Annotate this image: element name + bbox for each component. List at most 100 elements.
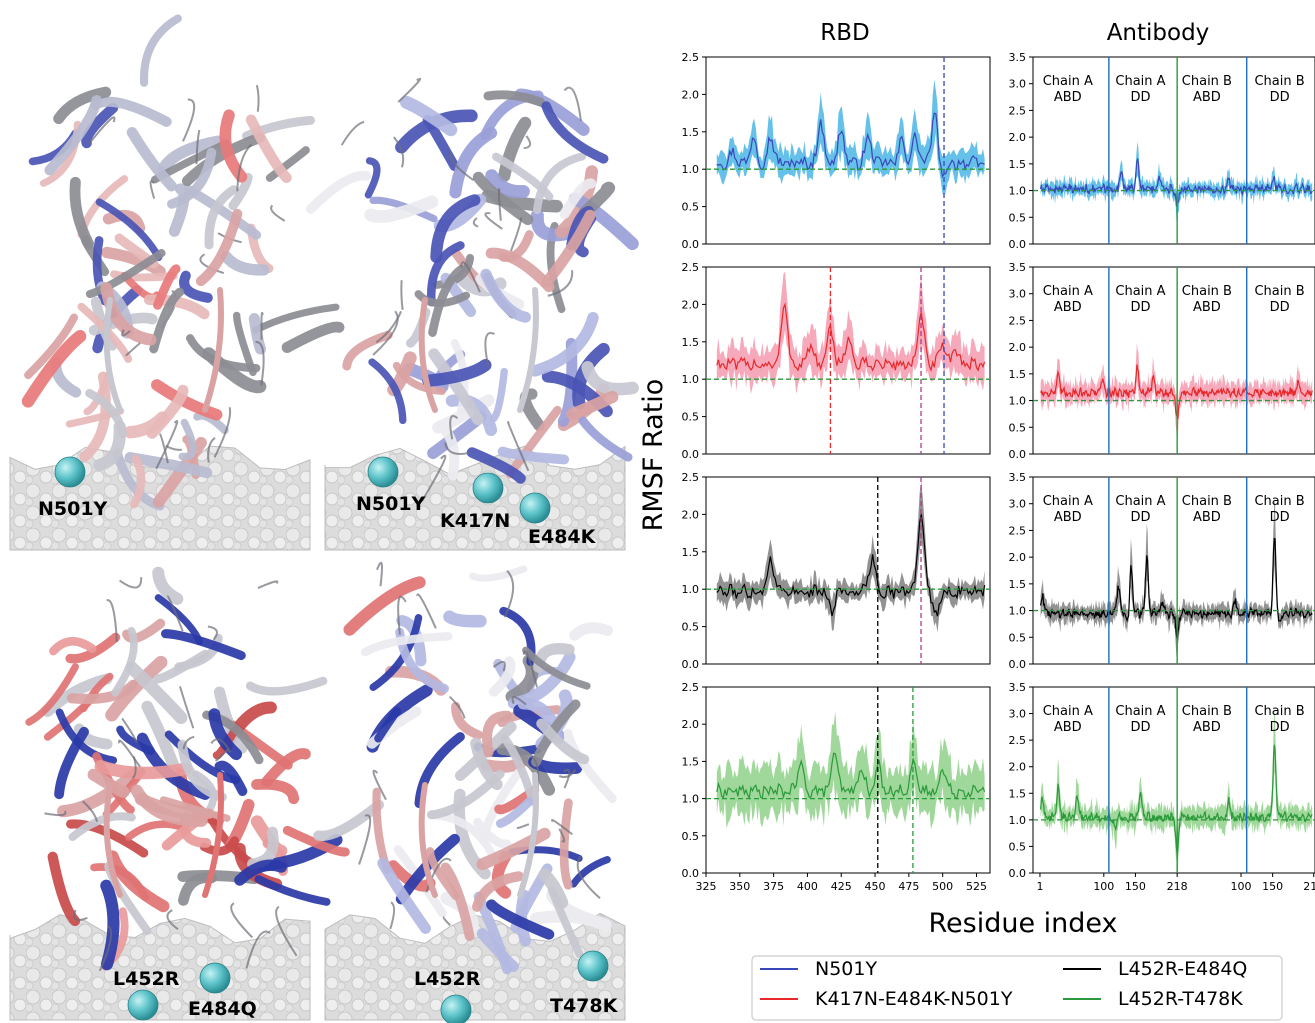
ribbon-coil bbox=[82, 800, 99, 823]
y-tick-label: 2.0 bbox=[682, 298, 700, 311]
y-tick-label: 2.5 bbox=[1009, 104, 1027, 117]
ribbon-strand bbox=[219, 109, 248, 183]
ribbon-strand bbox=[369, 196, 438, 223]
y-tick-label: 0.5 bbox=[682, 621, 700, 634]
ribbon-strand bbox=[428, 348, 484, 426]
y-tick-label: 1.0 bbox=[1009, 395, 1027, 408]
chain-label: ABD bbox=[1054, 300, 1082, 315]
ribbon-strand bbox=[53, 86, 112, 125]
chain-label: Chain A bbox=[1115, 494, 1165, 509]
ribbon-coil bbox=[98, 925, 113, 972]
chain-label: Chain B bbox=[1182, 704, 1232, 719]
ribbon-coil bbox=[118, 739, 144, 773]
ribbon-coil bbox=[207, 436, 216, 463]
linker-loop bbox=[517, 287, 539, 413]
chain-label: ABD bbox=[1193, 90, 1221, 105]
ribbon-strand bbox=[254, 875, 331, 906]
ribbon-strand bbox=[100, 282, 157, 346]
chain-label: DD bbox=[1270, 300, 1290, 315]
ribbon-strand bbox=[282, 825, 350, 857]
mutation-label: N501Y bbox=[38, 498, 108, 520]
mutation-label: L452R bbox=[414, 968, 481, 990]
ribbon-coil bbox=[522, 650, 538, 688]
ribbon-strand bbox=[569, 622, 613, 641]
y-tick-label: 2.5 bbox=[682, 51, 700, 64]
rmsf-charts: 0.00.51.01.52.02.50.00.51.01.52.02.50.00… bbox=[682, 51, 1315, 893]
y-tick-label: 2.0 bbox=[682, 88, 700, 101]
ribbon-strand bbox=[426, 769, 505, 820]
ribbon-strand bbox=[519, 388, 545, 431]
y-tick-label: 0.0 bbox=[682, 448, 700, 461]
ribbon-coil bbox=[509, 217, 523, 252]
ribbon-strand bbox=[146, 384, 189, 439]
ribbon-strand bbox=[414, 732, 465, 809]
ribbon-strand bbox=[69, 176, 95, 250]
x-tick-label: 450 bbox=[865, 880, 886, 893]
chain-label: Chain A bbox=[1115, 284, 1165, 299]
ribbon-coil bbox=[270, 204, 286, 222]
y-tick-label: 1.5 bbox=[682, 546, 700, 559]
mutation-site-sphere bbox=[440, 994, 472, 1023]
ribbon-coil bbox=[88, 116, 116, 145]
ribbon-strand bbox=[559, 178, 597, 220]
mutation-site-sphere bbox=[199, 962, 231, 994]
mutation-site-sphere bbox=[54, 456, 86, 488]
chain-label: ABD bbox=[1193, 300, 1221, 315]
ribbon-strand bbox=[435, 421, 460, 481]
legend-entry: L452R-E484Q bbox=[1118, 958, 1247, 980]
plot-frame bbox=[705, 686, 991, 874]
linker-loop bbox=[517, 772, 539, 898]
ribbon-strand bbox=[66, 819, 149, 858]
y-tick-label: 0.5 bbox=[1009, 631, 1027, 644]
ribbon-strand bbox=[305, 170, 372, 214]
ribbon-coil bbox=[393, 136, 405, 168]
chain-label: DD bbox=[1130, 300, 1150, 315]
ribbon-coil bbox=[576, 855, 601, 900]
legend-entry: L452R-T478K bbox=[1118, 988, 1243, 1010]
ribbon-strand bbox=[400, 95, 458, 137]
y-tick-label: 2.5 bbox=[682, 261, 700, 274]
error-band bbox=[716, 711, 985, 830]
series-line bbox=[716, 752, 986, 800]
mutation-label: T478K bbox=[550, 995, 619, 1017]
ribbon-strand bbox=[126, 127, 177, 192]
plot-frame bbox=[1032, 476, 1315, 665]
ribbon-coil bbox=[210, 738, 232, 753]
ribbon-strand bbox=[85, 388, 127, 438]
ribbon-strand bbox=[522, 646, 591, 690]
ribbon-strand bbox=[313, 799, 385, 842]
ribbon-strand bbox=[25, 663, 79, 726]
series-line bbox=[1040, 364, 1313, 420]
y-tick-label: 1.5 bbox=[1009, 368, 1027, 381]
y-tick-label: 0.0 bbox=[1009, 658, 1027, 671]
ribbon-strand bbox=[473, 817, 512, 849]
x-tick-label: 100 bbox=[1231, 880, 1252, 893]
legend-box bbox=[751, 955, 1283, 1021]
ribbon-strand bbox=[178, 418, 197, 461]
x-tick-label: 350 bbox=[729, 880, 750, 893]
y-tick-label: 0.0 bbox=[682, 238, 700, 251]
ribbon-coil bbox=[497, 188, 502, 221]
y-tick-label: 1.0 bbox=[682, 793, 700, 806]
x-tick-label: 216 bbox=[1303, 880, 1315, 893]
series-line bbox=[1040, 537, 1313, 640]
y-tick-label: 2.5 bbox=[1009, 524, 1027, 537]
chain-label: Chain B bbox=[1182, 494, 1232, 509]
plot-frame bbox=[705, 476, 991, 665]
ribbon-strand bbox=[445, 394, 498, 437]
rbd-column-title: RBD bbox=[820, 20, 869, 46]
ribbon-strand bbox=[476, 827, 551, 871]
y-tick-label: 3.0 bbox=[1009, 78, 1027, 91]
ribbon-coil bbox=[125, 342, 141, 357]
y-tick-label: 1.0 bbox=[682, 373, 700, 386]
linker-loop bbox=[103, 297, 123, 413]
ribbon-coil bbox=[230, 902, 254, 939]
chain-label: Chain A bbox=[1043, 284, 1093, 299]
linker-loop bbox=[418, 782, 438, 898]
ribbon-coil bbox=[179, 686, 195, 729]
ribbon-coil bbox=[558, 828, 566, 843]
ribbon-coil bbox=[376, 561, 383, 587]
ribbon-strand bbox=[100, 879, 120, 971]
ribbon-coil bbox=[340, 120, 365, 146]
